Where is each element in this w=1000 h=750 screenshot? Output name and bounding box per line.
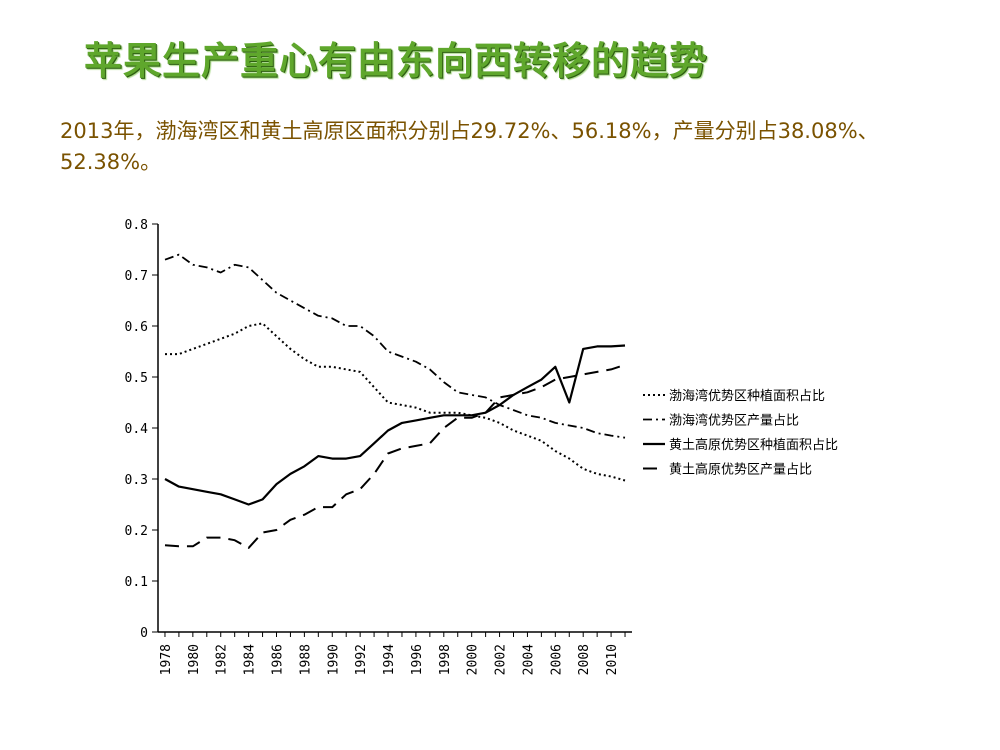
legend-label-3: 黄土高原优势区种植面积占比 xyxy=(669,437,838,453)
y-tick-label: 0.1 xyxy=(125,575,148,590)
y-tick-label: 0.6 xyxy=(125,320,148,335)
x-tick-label: 2002 xyxy=(494,644,509,675)
x-tick-label: 1992 xyxy=(354,644,369,675)
x-tick-label: 1998 xyxy=(438,644,453,675)
x-tick-label: 1986 xyxy=(271,644,286,675)
y-tick-label: 0.2 xyxy=(125,524,148,539)
x-tick-label: 1996 xyxy=(410,644,425,675)
x-tick-label: 2004 xyxy=(521,644,536,675)
x-tick-label: 1990 xyxy=(326,644,341,675)
x-tick-label: 1988 xyxy=(298,644,313,675)
series-line-1 xyxy=(165,322,626,482)
x-tick-label: 1978 xyxy=(159,644,174,675)
series-line-3 xyxy=(164,344,626,506)
x-tick-label: 2010 xyxy=(605,644,620,675)
x-tick-label: 2000 xyxy=(466,644,481,675)
legend-label-1: 渤海湾优势区种植面积占比 xyxy=(669,388,825,404)
y-tick-label: 0.7 xyxy=(125,269,148,284)
y-tick-label: 0.4 xyxy=(125,422,149,437)
x-tick-label: 1982 xyxy=(215,644,230,675)
summary-text: 2013年，渤海湾区和黄土高原区面积分别占29.72%、56.18%，产量分别占… xyxy=(60,119,879,174)
x-tick-label: 1994 xyxy=(382,644,397,675)
series-line-4 xyxy=(164,363,626,549)
series-line-2 xyxy=(164,253,626,439)
legend-label-4: 黄土高原优势区产量占比 xyxy=(669,462,812,478)
x-tick-label: 1980 xyxy=(187,644,202,675)
y-tick-label: 0.5 xyxy=(125,371,148,386)
y-tick-label: 0.3 xyxy=(125,473,148,488)
x-tick-label: 2006 xyxy=(549,644,564,675)
y-tick-label: 0.8 xyxy=(125,218,148,233)
x-tick-label: 2008 xyxy=(577,644,592,675)
y-tick-label: 0 xyxy=(140,626,148,641)
legend-label-2: 渤海湾优势区产量占比 xyxy=(669,413,799,429)
slide-title: 苹果生产重心有由东向西转移的趋势 xyxy=(84,39,709,83)
x-tick-label: 1984 xyxy=(243,644,258,675)
